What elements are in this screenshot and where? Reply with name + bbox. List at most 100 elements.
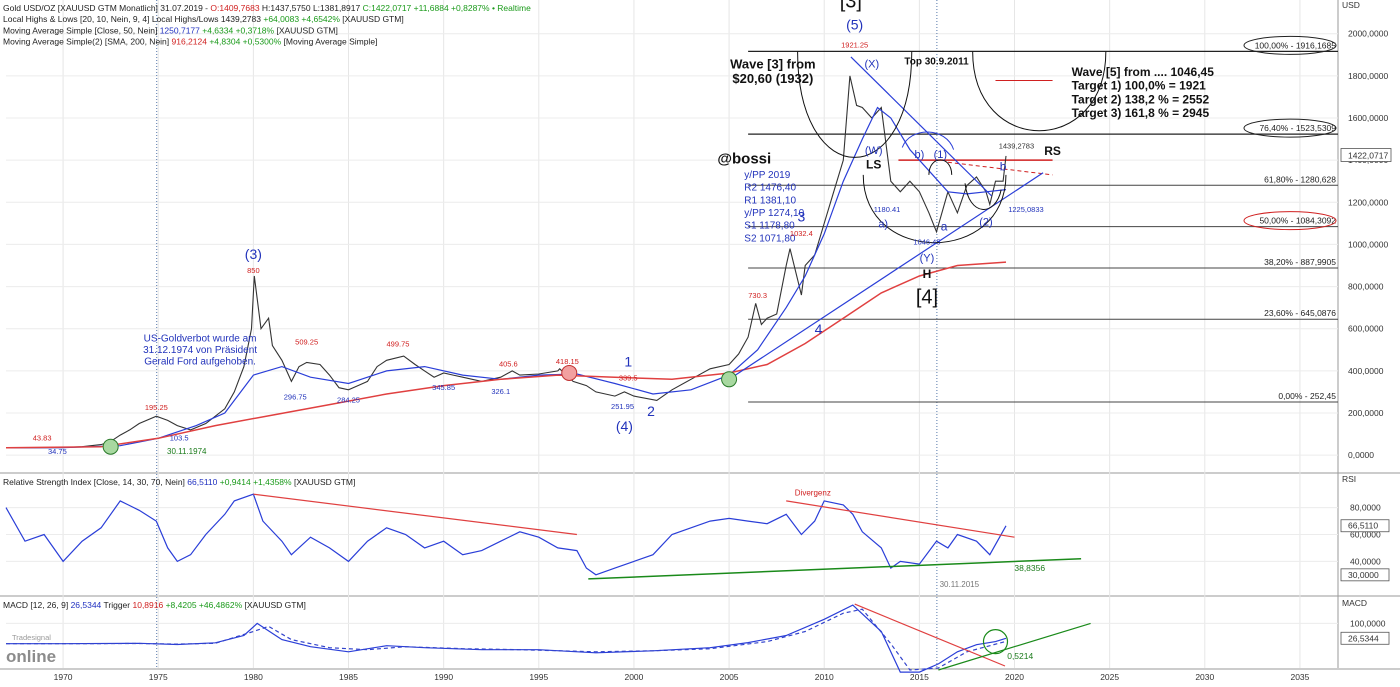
main-header-line: Gold USD/OZ [XAUUSD GTM Monatlich] 31.07… <box>3 3 531 13</box>
price-annotation: Gerald Ford aufgehoben. <box>144 357 256 368</box>
x-tick-label: 1975 <box>149 672 168 682</box>
price-annotation: a <box>941 220 948 234</box>
price-y-tick-label: 1800,0000 <box>1348 71 1388 81</box>
macd-signal-circle <box>982 629 1009 655</box>
macd-macd <box>6 604 1007 673</box>
price-annotation: 1225,0833 <box>1008 205 1043 214</box>
price-y-tick-label: 1600,0000 <box>1348 113 1388 123</box>
price-annotation: (Y) <box>920 252 935 264</box>
price-annotation: 1 <box>624 354 632 370</box>
price-signal-circle <box>102 438 119 455</box>
fib-label: 50,00% - 1084,3092 <box>1259 216 1336 226</box>
price-annotation: R2 1476,40 <box>744 183 796 194</box>
main-header-segment: Gold USD/OZ [XAUUSD GTM Monatlich] 31.07… <box>3 3 210 13</box>
main-header-segment: 1250,7177 <box>160 25 200 35</box>
price-annotation: (4) <box>616 418 633 434</box>
price-annotation: 296.75 <box>284 392 307 401</box>
price-annotation: 1921.25 <box>841 40 868 49</box>
red-dashed-line <box>947 161 1053 176</box>
price-annotation: H <box>923 267 932 281</box>
fib-label: 38,20% - 887,9905 <box>1264 257 1336 267</box>
price-annotation: RS <box>1044 144 1061 158</box>
fib-label: 76,40% - 1523,5309 <box>1259 123 1336 133</box>
macd-annotation: 0,5214 <box>1007 651 1033 661</box>
fibonacci-levels: 100,00% - 1916,1685 76,40% - 1523,5309 61,… <box>748 35 1338 403</box>
last-price-label: 1422,0717 <box>1348 150 1388 160</box>
price-annotation: 405.6 <box>499 360 518 369</box>
macd-trigger <box>6 608 1007 671</box>
fib-label: 100,00% - 1916,1685 <box>1255 40 1337 50</box>
price-annotation: (3) <box>245 246 262 262</box>
macd-trend-line <box>938 622 1091 671</box>
price-annotation: 251.95 <box>611 402 634 411</box>
price-annotation: (W) <box>865 145 883 157</box>
main-header-segment: [XAUUSD GTM] <box>274 25 338 35</box>
main-header-segment: +4,8304 +0,5300% <box>207 37 282 47</box>
price-ma200 <box>5 261 1007 449</box>
main-header-segment: C:1422,0717 +11,6884 +0,8287% <box>363 3 490 13</box>
rsi-axis-label: RSI <box>1342 474 1356 484</box>
macd-axis-label: MACD <box>1342 598 1367 608</box>
price-annotation: Target 3) 161,8 % = 2945 <box>1072 106 1210 120</box>
macd-header-segment: 26,5344 <box>71 600 102 610</box>
main-header-segment: 916,2124 <box>172 37 208 47</box>
x-tick-label: 2030 <box>1195 672 1214 682</box>
x-tick-label: 1985 <box>339 672 358 682</box>
x-tick-label: 2025 <box>1100 672 1119 682</box>
x-tick-label: 1990 <box>434 672 453 682</box>
main-header-segment: O:1409,7683 <box>210 3 259 13</box>
price-annotation: 345.85 <box>432 383 455 392</box>
black-arc-2 <box>964 183 1002 210</box>
price-annotation: 499.75 <box>387 340 410 349</box>
main-header-segment: Local Highs & Lows [20, 10, Nein, 9, 4] … <box>3 14 221 24</box>
main-header-segment: Moving Average Simple [Close, 50, Nein] <box>3 25 160 35</box>
price-signal-circle <box>721 371 738 388</box>
rsi-value-label: 30,0000 <box>1348 570 1379 580</box>
price-annotation: (1) <box>934 149 947 161</box>
rsi-value-box <box>1340 519 1390 533</box>
macd-y-tick-label: 100,0000 <box>1350 618 1386 628</box>
tradesignal-watermark: Tradesignal online <box>6 633 56 666</box>
rsi-header-segment: 66,5110 <box>187 477 217 487</box>
pattern-arc <box>928 159 953 175</box>
price-annotation: y/PP 1274,10 <box>744 208 804 219</box>
price-annotation: Target 2) 138,2 % = 2552 <box>1072 92 1210 106</box>
price-annotation: 339.5 <box>619 373 638 382</box>
price-annotation: 30.11.1974 <box>167 447 207 456</box>
price-annotation: Top 30.9.2011 <box>904 56 969 67</box>
price-y-tick-label: 200,0000 <box>1348 408 1384 418</box>
rsi-annotation: Divergenz <box>795 489 831 498</box>
main-header-line: Moving Average Simple [Close, 50, Nein] … <box>3 25 338 35</box>
x-tick-label: 2000 <box>624 672 643 682</box>
price-annotation: 1032.4 <box>790 229 813 238</box>
main-header-segment: H:1437,5750 L:1381,8917 <box>260 3 363 13</box>
fib-label-circle <box>1243 118 1337 138</box>
price-resistance-trendline <box>850 56 993 197</box>
price-y-tick-label: 1000,0000 <box>1348 239 1388 249</box>
price-annotation: $20,60 (1932) <box>732 71 813 86</box>
price-y-tick-label: 600,0000 <box>1348 324 1384 334</box>
x-tick-label: 2010 <box>815 672 834 682</box>
price-annotation: 31.12.1974 von Präsident <box>143 345 257 356</box>
x-tick-label: 2015 <box>910 672 929 682</box>
price-annotation: 326.1 <box>491 387 510 396</box>
main-header-segment: 1439,2783 <box>221 14 261 24</box>
price-annotation: (X) <box>864 58 879 70</box>
macd-header-segment: Trigger <box>101 600 132 610</box>
price-y-tick-label: 400,0000 <box>1348 366 1384 376</box>
main-header-line: Moving Average Simple(2) [SMA, 200, Nein… <box>3 37 377 47</box>
price-ma50 <box>5 106 1007 449</box>
main-header-segment: Moving Average Simple(2) [SMA, 200, Nein… <box>3 37 172 47</box>
price-annotation: (2) <box>979 216 992 228</box>
rsi-header-segment: +0,9414 +1,4358% <box>217 477 292 487</box>
rsi-annotation: 38,8356 <box>1014 563 1045 573</box>
rsi-annotation: 30.11.2015 <box>940 580 980 589</box>
x-tick-label: 1995 <box>529 672 548 682</box>
watermark-bottom: online <box>6 647 56 666</box>
fib-label-circle <box>1243 35 1337 55</box>
series-layer <box>5 56 1091 673</box>
pattern-arc <box>797 51 913 158</box>
macd-header-segment: MACD [12, 26, 9] <box>3 600 71 610</box>
